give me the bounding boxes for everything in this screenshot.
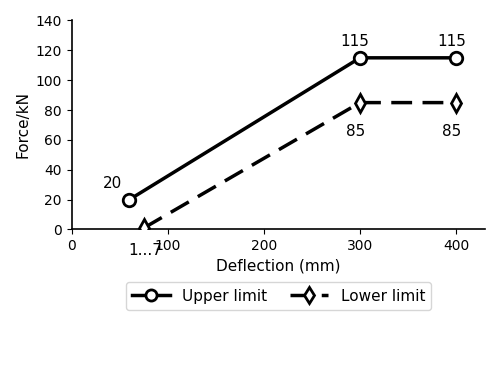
Text: 115: 115 <box>341 34 370 49</box>
Legend: Upper limit, Lower limit: Upper limit, Lower limit <box>126 282 431 310</box>
Text: 85: 85 <box>442 124 461 138</box>
Text: 115: 115 <box>437 34 466 49</box>
Y-axis label: Force/kN: Force/kN <box>15 91 30 158</box>
Text: 20: 20 <box>102 176 122 191</box>
Text: 1...7: 1...7 <box>128 243 162 258</box>
X-axis label: Deflection (mm): Deflection (mm) <box>216 259 340 274</box>
Text: 85: 85 <box>346 124 365 138</box>
